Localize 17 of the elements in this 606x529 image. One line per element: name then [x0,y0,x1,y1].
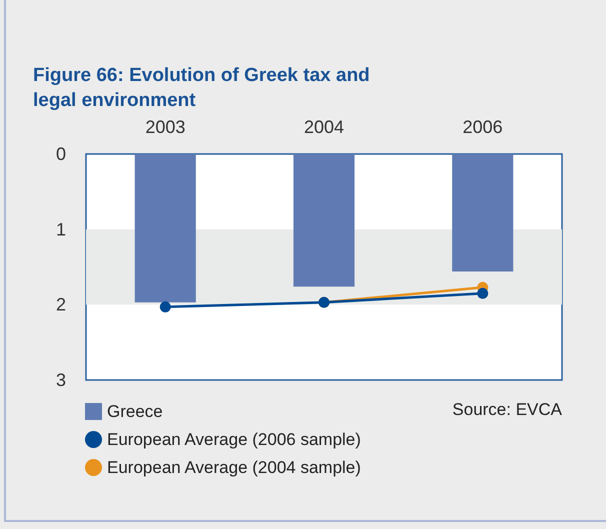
x-tick-label: 2004 [304,117,344,137]
y-tick-label: 1 [56,219,66,240]
point [477,288,488,299]
legend-label: Greece [107,402,163,421]
x-tick-label: 2003 [145,117,186,137]
x-tick-label: 2006 [462,117,503,137]
legend-label: European Average (2004 sample) [107,458,361,477]
bar [293,154,355,287]
legend-label: European Average (2006 sample) [107,430,361,449]
bar [452,154,514,272]
bar [134,154,196,302]
y-tick-label: 2 [56,294,66,315]
source-note: Source: EVCA [452,400,563,419]
y-tick-label: 3 [56,370,66,390]
y-tick-label: 0 [56,144,66,164]
point [160,301,171,312]
chart-title: Figure 66: Evolution of Greek tax and legal environment [33,65,376,111]
